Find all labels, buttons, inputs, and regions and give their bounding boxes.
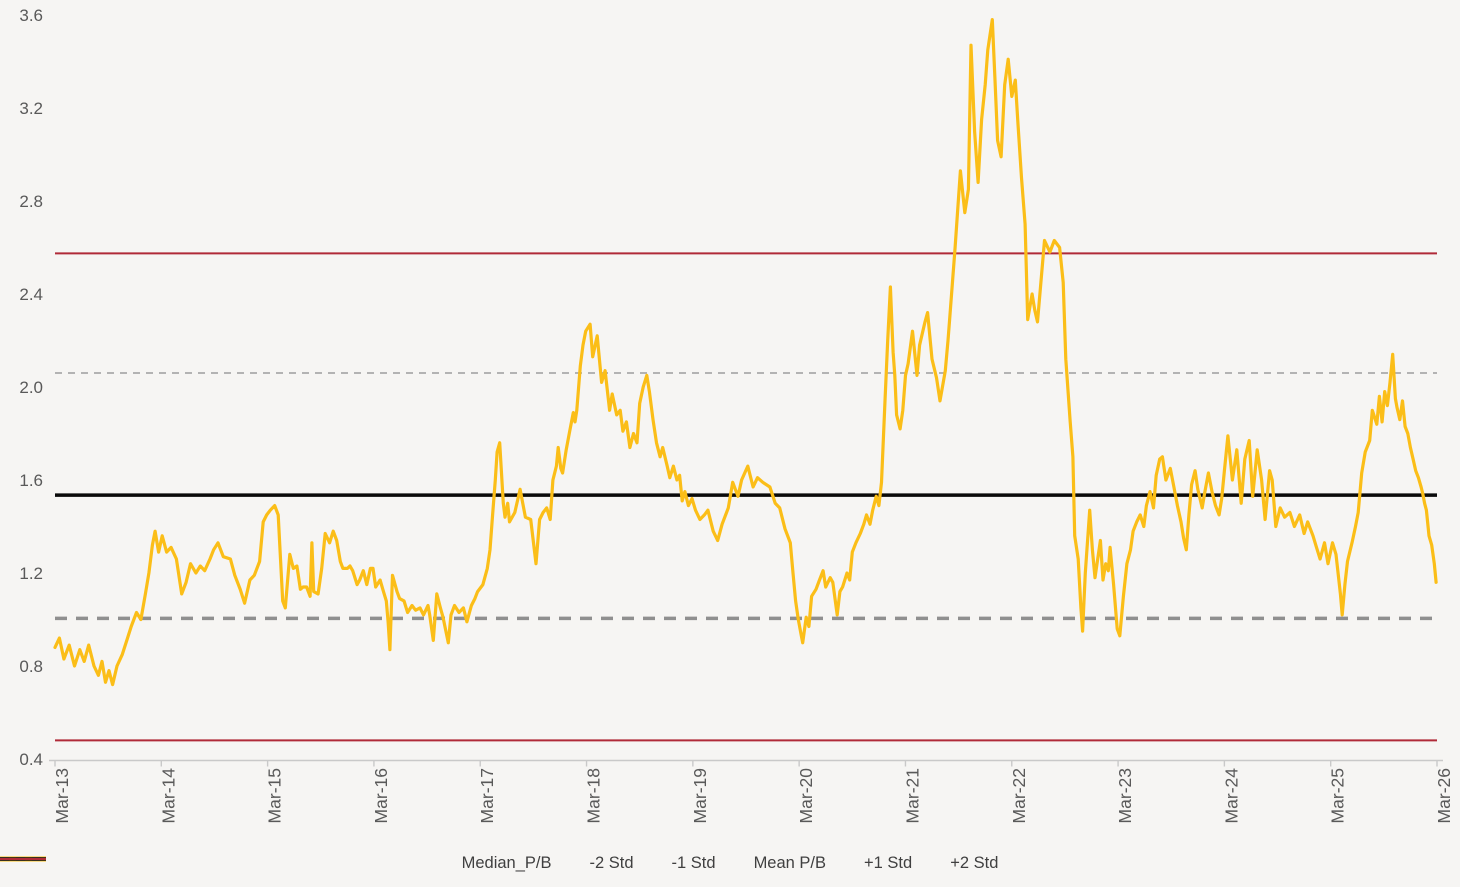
y-axis-tick-label: 1.2 [19, 564, 43, 583]
x-axis-tick-label: Mar-14 [158, 768, 178, 824]
x-axis-tick-label: Mar-21 [902, 768, 922, 823]
legend-label: Mean P/B [753, 854, 827, 872]
legend-label: -2 Std [589, 854, 634, 872]
legend-item--1-std: +1 Std [0, 854, 913, 873]
legend-label: -1 Std [671, 854, 716, 872]
x-axis-tick-label: Mar-24 [1221, 768, 1241, 824]
y-axis-tick-label: 3.6 [19, 6, 43, 25]
y-axis-tick-label: 0.4 [19, 750, 43, 769]
legend-item--2-std: +2 Std [0, 854, 999, 873]
y-axis-tick-label: 1.6 [19, 471, 43, 490]
legend-label: +2 Std [950, 854, 999, 872]
x-axis-tick-label: Mar-26 [1434, 768, 1454, 823]
x-axis-tick-label: Mar-16 [371, 768, 391, 823]
legend-item-median-p-b: Median_P/B [0, 854, 552, 873]
x-axis-tick-label: Mar-13 [52, 768, 72, 823]
x-axis-tick-label: Mar-18 [584, 768, 604, 823]
legend-swatch-line [0, 858, 46, 860]
legend-item--2-std: -2 Std [0, 854, 634, 873]
legend-item-mean-p-b: Mean P/B [0, 854, 827, 873]
y-axis-tick-label: 2.0 [19, 378, 43, 397]
x-axis-tick-label: Mar-25 [1328, 768, 1348, 823]
series-median-p-b-line [53, 18, 1438, 687]
y-axis-tick-label: 2.4 [19, 285, 43, 304]
x-axis-tick-label: Mar-17 [477, 768, 497, 823]
chart-legend: Median_P/B -2 Std -1 Std Mean P/B +1 Std +2 S… [0, 854, 1460, 873]
x-axis-tick-label: Mar-23 [1115, 768, 1135, 823]
legend-label: Median_P/B [461, 854, 552, 872]
legend-label: +1 Std [864, 854, 913, 872]
x-axis-tick-label: Mar-15 [265, 768, 285, 823]
x-axis-tick-label: Mar-20 [796, 768, 816, 824]
y-axis-tick-label: 0.8 [19, 657, 43, 676]
legend-item--1-std: -1 Std [0, 854, 716, 873]
x-axis-tick-label: Mar-19 [690, 768, 710, 823]
y-axis-tick-label: 2.8 [19, 192, 43, 211]
y-axis-tick-label: 3.2 [19, 99, 43, 118]
x-axis-tick-label: Mar-22 [1009, 768, 1029, 823]
